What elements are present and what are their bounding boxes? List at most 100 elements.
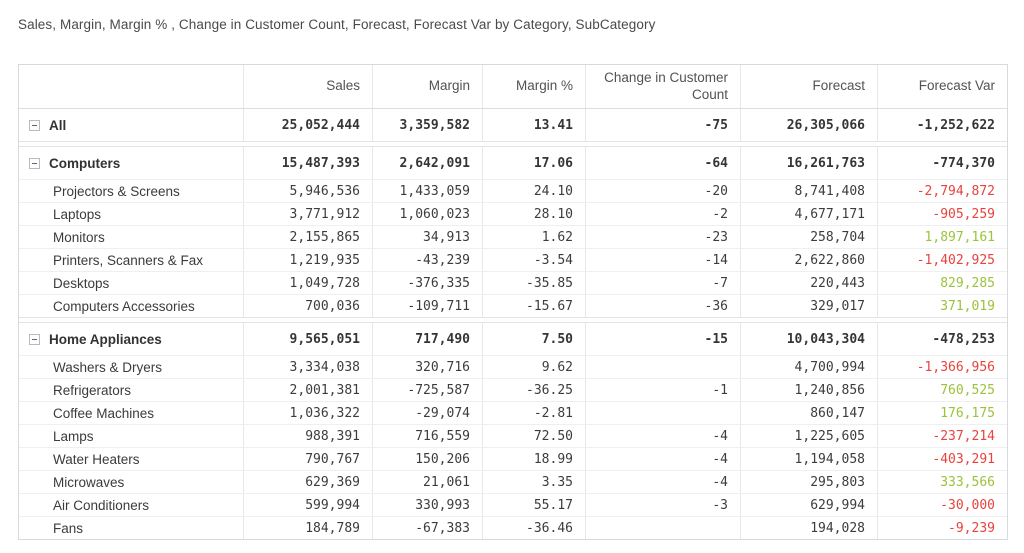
cell-forecast-var: -1,402,925 — [916, 252, 995, 268]
cell-sales: 629,369 — [244, 471, 373, 493]
cell-forecast: 1,225,605 — [741, 425, 878, 447]
column-header-change-in-customer-count: Change in Customer Count — [586, 65, 741, 108]
cell-margin: 330,993 — [373, 494, 483, 516]
cell-margin: 717,490 — [373, 323, 483, 355]
row-header-cell[interactable]: Monitors — [19, 226, 244, 248]
cell-forecast-var: 176,175 — [940, 405, 995, 421]
row-header-cell[interactable]: Air Conditioners — [19, 494, 244, 516]
cell-sales: 1,036,322 — [244, 402, 373, 424]
cell-forecast-var: -774,370 — [932, 155, 995, 171]
cell-forecast-var: -9,239 — [948, 520, 995, 536]
cell-cust-change: -64 — [586, 147, 741, 179]
row-header-cell[interactable]: Printers, Scanners & Fax — [19, 249, 244, 271]
subcategory-row: Air Conditioners 599,994 330,993 55.17 -… — [19, 493, 1007, 516]
row-label: Computers — [49, 155, 121, 171]
cell-margin-pct: 18.99 — [483, 448, 586, 470]
cell-margin: 3,359,582 — [373, 109, 483, 141]
table-body: All 25,052,444 3,359,582 13.41 -75 26,30… — [19, 109, 1007, 539]
row-label: Water Heaters — [53, 451, 140, 467]
row-label: All — [49, 117, 67, 133]
cell-margin: 1,433,059 — [373, 180, 483, 202]
cell-cust-change: -14 — [586, 249, 741, 271]
cell-cust-change: -2 — [586, 203, 741, 225]
row-label: Washers & Dryers — [53, 359, 163, 375]
cell-margin-pct: -3.54 — [483, 249, 586, 271]
subcategory-row: Monitors 2,155,865 34,913 1.62 -23 258,7… — [19, 225, 1007, 248]
row-label: Laptops — [53, 206, 102, 222]
row-header-cell[interactable]: Lamps — [19, 425, 244, 447]
cell-cust-change — [586, 356, 741, 378]
subcategory-row: Lamps 988,391 716,559 72.50 -4 1,225,605… — [19, 424, 1007, 447]
subcategory-row: Coffee Machines 1,036,322 -29,074 -2.81 … — [19, 401, 1007, 424]
subcategory-row: Microwaves 629,369 21,061 3.35 -4 295,80… — [19, 470, 1007, 493]
cell-cust-change: -1 — [586, 379, 741, 401]
row-label: Computers Accessories — [53, 298, 195, 314]
row-label: Printers, Scanners & Fax — [53, 252, 204, 268]
cell-cust-change: -4 — [586, 448, 741, 470]
row-label: Air Conditioners — [53, 497, 150, 513]
cell-forecast-var: 1,897,161 — [924, 229, 995, 245]
row-label: Home Appliances — [49, 331, 162, 347]
subcategory-row: Desktops 1,049,728 -376,335 -35.85 -7 22… — [19, 271, 1007, 294]
cell-margin-pct: -36.25 — [483, 379, 586, 401]
cell-margin: 21,061 — [373, 471, 483, 493]
cell-margin: 1,060,023 — [373, 203, 483, 225]
cell-sales: 3,771,912 — [244, 203, 373, 225]
cell-sales: 9,565,051 — [244, 323, 373, 355]
column-header-forecast: Forecast — [741, 65, 878, 108]
cell-margin: 2,642,091 — [373, 147, 483, 179]
cell-cust-change: -3 — [586, 494, 741, 516]
collapse-minus-icon[interactable] — [29, 119, 40, 131]
cell-cust-change: -4 — [586, 425, 741, 447]
cell-forecast-var: -478,253 — [932, 331, 995, 347]
cell-sales: 5,946,536 — [244, 180, 373, 202]
category-row: Computers 15,487,393 2,642,091 17.06 -64… — [19, 147, 1007, 179]
row-header-cell[interactable]: Computers Accessories — [19, 295, 244, 317]
cell-margin-pct: 72.50 — [483, 425, 586, 447]
collapse-minus-icon[interactable] — [29, 157, 40, 169]
subcategory-row: Laptops 3,771,912 1,060,023 28.10 -2 4,6… — [19, 202, 1007, 225]
cell-sales: 3,334,038 — [244, 356, 373, 378]
row-header-cell[interactable]: Microwaves — [19, 471, 244, 493]
row-header-cell[interactable]: Computers — [19, 147, 244, 179]
column-header-margin: Margin — [373, 65, 483, 108]
row-header-cell[interactable]: Coffee Machines — [19, 402, 244, 424]
subcategory-row: Water Heaters 790,767 150,206 18.99 -4 1… — [19, 447, 1007, 470]
cell-cust-change: -20 — [586, 180, 741, 202]
cell-margin-pct: 3.35 — [483, 471, 586, 493]
collapse-minus-icon[interactable] — [29, 333, 40, 345]
row-header-cell[interactable]: Washers & Dryers — [19, 356, 244, 378]
page-title: Sales, Margin, Margin % , Change in Cust… — [18, 17, 656, 32]
cell-margin: -376,335 — [373, 272, 483, 294]
cell-sales: 15,487,393 — [244, 147, 373, 179]
row-header-cell[interactable]: Water Heaters — [19, 448, 244, 470]
column-header-rowheader — [19, 65, 244, 108]
cell-forecast: 295,803 — [741, 471, 878, 493]
table-header-row: Sales Margin Margin % Change in Customer… — [19, 65, 1007, 109]
cell-forecast: 194,028 — [741, 517, 878, 539]
subcategory-row: Fans 184,789 -67,383 -36.46 194,028 -9,2… — [19, 516, 1007, 539]
cell-forecast-var: -2,794,872 — [916, 183, 995, 199]
row-header-cell[interactable]: Projectors & Screens — [19, 180, 244, 202]
cell-forecast: 26,305,066 — [741, 109, 878, 141]
row-header-cell[interactable]: Home Appliances — [19, 323, 244, 355]
cell-forecast-var: 333,566 — [940, 474, 995, 490]
cell-forecast-var: -237,214 — [932, 428, 995, 444]
cell-forecast: 258,704 — [741, 226, 878, 248]
row-header-cell[interactable]: Laptops — [19, 203, 244, 225]
cell-forecast: 16,261,763 — [741, 147, 878, 179]
row-header-cell[interactable]: Desktops — [19, 272, 244, 294]
cell-cust-change — [586, 517, 741, 539]
row-header-cell[interactable]: Fans — [19, 517, 244, 539]
cell-forecast: 2,622,860 — [741, 249, 878, 271]
cell-sales: 700,036 — [244, 295, 373, 317]
cell-margin: -29,074 — [373, 402, 483, 424]
cell-margin: 716,559 — [373, 425, 483, 447]
row-header-cell[interactable]: Refrigerators — [19, 379, 244, 401]
row-header-cell[interactable]: All — [19, 109, 244, 141]
cell-margin-pct: 28.10 — [483, 203, 586, 225]
cell-margin-pct: 7.50 — [483, 323, 586, 355]
cell-margin-pct: -2.81 — [483, 402, 586, 424]
cell-sales: 988,391 — [244, 425, 373, 447]
cell-forecast: 629,994 — [741, 494, 878, 516]
